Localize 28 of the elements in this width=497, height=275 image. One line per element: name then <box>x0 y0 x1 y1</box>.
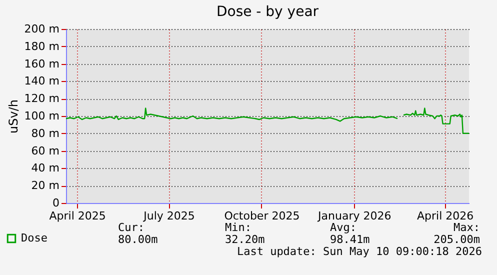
x-tick-label: January 2026 <box>317 210 392 222</box>
y-axis-title: uSv/h <box>6 100 20 134</box>
legend-label: Dose <box>21 232 48 244</box>
text: Min: <box>225 221 252 234</box>
y-tick-label: 160 m <box>24 57 60 70</box>
text: 205.00m <box>434 233 480 246</box>
text: Cur: <box>118 221 144 234</box>
text: 32.20m <box>225 233 266 246</box>
text: Avg: <box>330 221 356 234</box>
x-tick-label: April 2025 <box>49 210 106 222</box>
y-tick-label: 40 m <box>31 162 60 175</box>
y-tick-label: 80 m <box>31 126 60 140</box>
x-tick-label: July 2025 <box>142 210 195 222</box>
y-tick-label: 180 m <box>24 40 60 53</box>
text: Max: <box>454 221 480 234</box>
y-tick-label: 140 m <box>24 74 60 88</box>
y-tick-label: 120 m <box>24 92 60 106</box>
y-tick-label: 20 m <box>31 179 60 192</box>
y-tick-label: 0 <box>52 196 60 210</box>
text: Last update: Sun May 10 09:00:18 2026 <box>236 245 482 258</box>
chart-title: Dose - by year <box>216 4 319 20</box>
x-tick-label: April 2026 <box>417 210 474 222</box>
x-tick-label: October 2025 <box>224 210 300 222</box>
y-tick-label: 60 m <box>31 144 60 158</box>
text: 80.00m <box>118 233 158 246</box>
y-tick-label: 100 m <box>24 110 60 122</box>
y-tick-label: 200 m <box>24 22 60 36</box>
text: 98.41m <box>330 233 370 246</box>
